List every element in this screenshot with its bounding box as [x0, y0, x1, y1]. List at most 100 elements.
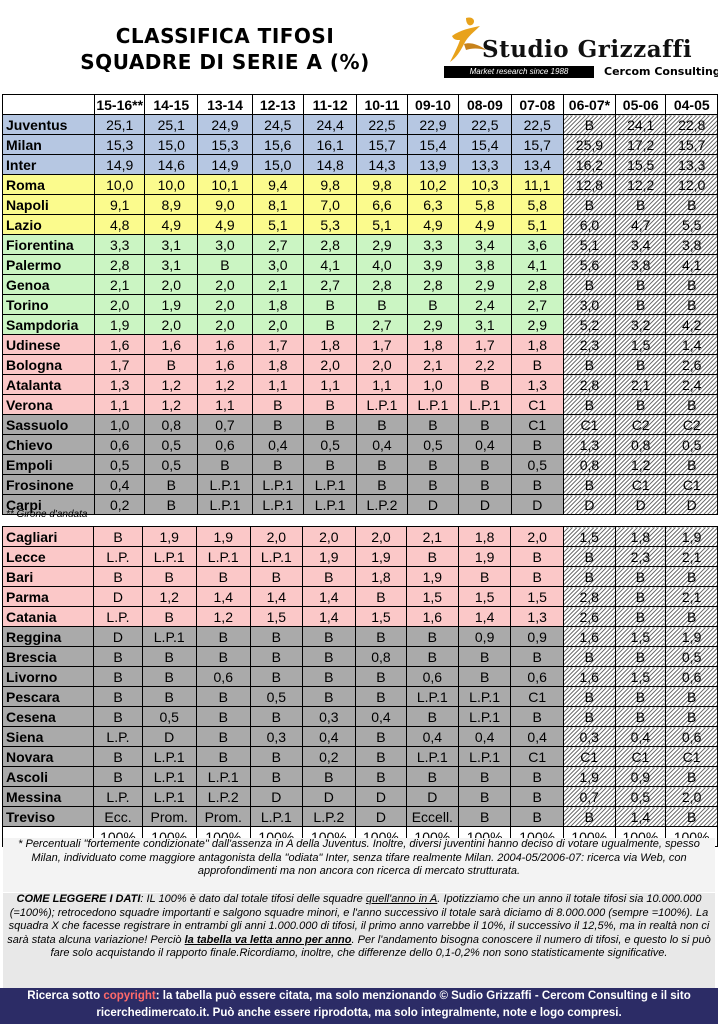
table-cell: 4,2: [665, 314, 718, 335]
table-cell: 17,2: [614, 134, 667, 155]
table-row: Verona 1,1 1,2 1,1 B B L.P.1 L.P.1 L.P.1 C1 B B B: [1, 394, 718, 415]
team-name: Empoli: [1, 454, 96, 475]
season-header: 15-16**: [94, 94, 146, 115]
table-cell: 2,1: [251, 274, 305, 295]
table-cell: B: [510, 566, 564, 587]
table-cell: D: [141, 726, 197, 747]
table-cell: B: [303, 294, 358, 315]
team-name: Pescara: [1, 686, 95, 707]
season-header: 14-15: [144, 94, 199, 115]
table-row: Brescia B B B B B 0,8 B B B B B 0,5: [1, 646, 718, 667]
table-cell: L.P.: [93, 726, 143, 747]
table-cell: 1,5: [614, 666, 667, 687]
table-row: Roma 10,0 10,0 10,1 9,4 9,8 9,8 10,2 10,3 11,1 12,…: [1, 174, 718, 195]
table-cell: B: [406, 474, 460, 495]
table-cell: B: [251, 414, 305, 435]
table-cell: 0,5: [665, 434, 718, 455]
table-cell: 0,4: [457, 726, 512, 747]
table-cell: 5,8: [458, 194, 512, 215]
table-cell: 2,0: [250, 526, 303, 547]
table-cell: 0,5: [614, 786, 667, 807]
table-cell: 2,1: [405, 526, 459, 547]
table-cell: 1,7: [94, 354, 146, 375]
table-cell: C1: [614, 746, 667, 767]
table-cell: B: [510, 706, 564, 727]
table-cell: B: [457, 646, 512, 667]
table-cell: B: [250, 746, 303, 767]
table-cell: 0,2: [94, 494, 146, 515]
table-cell: B: [195, 726, 251, 747]
copyright-post: : la tabella può essere citata, ma solo …: [155, 990, 691, 1002]
table-cell: L.P.1: [141, 746, 197, 767]
table-cell: 5,1: [251, 214, 305, 235]
team-name: Inter: [1, 154, 96, 175]
table-cell: Prom.: [195, 806, 251, 827]
table-cell: 2,7: [251, 234, 305, 255]
table-cell: 1,9: [562, 766, 616, 787]
table-cell: 2,0: [251, 314, 305, 335]
table-cell: 0,6: [94, 434, 146, 455]
table-cell: 1,8: [406, 334, 460, 355]
table-cell: B: [562, 474, 616, 495]
table-cell: L.P.1: [250, 806, 303, 827]
team-name: Udinese: [1, 334, 96, 355]
table-cell: 2,8: [406, 274, 460, 295]
season-header: 13-14: [197, 94, 253, 115]
table-cell: B: [562, 194, 616, 215]
table-cell: 0,5: [510, 454, 564, 475]
table-cell: B: [195, 746, 251, 767]
table-cell: Ecc.: [93, 806, 143, 827]
table-cell: B: [458, 454, 512, 475]
table-cell: 2,0: [303, 354, 358, 375]
table-cell: 1,5: [614, 334, 667, 355]
table-cell: 9,8: [303, 174, 358, 195]
team-name: Ascoli: [1, 766, 95, 787]
table-cell: 2,8: [562, 586, 616, 607]
table-row: Cagliari B 1,9 1,9 2,0 2,0 2,0 2,1 1,8 2,0 1,5 1,8 1…: [1, 526, 718, 547]
table-cell: B: [614, 194, 667, 215]
table-cell: B: [614, 646, 667, 667]
table-cell: B: [141, 606, 197, 627]
table-cell: 3,1: [458, 314, 512, 335]
table-cell: 15,3: [197, 134, 253, 155]
how-to-read-text3: . Per l'andamento bisogna conoscere il n…: [50, 933, 711, 960]
table-row: Inter 14,9 14,6 14,9 15,0 14,8 14,3 13,9 13,3 13,…: [1, 154, 718, 175]
table-cell: 3,8: [458, 254, 512, 275]
table-cell: 9,4: [251, 174, 305, 195]
table-cell: 15,7: [510, 134, 564, 155]
team-name: Verona: [1, 394, 96, 415]
table-cell: 2,1: [406, 354, 460, 375]
table-cell: B: [457, 766, 512, 787]
table-cell: 1,9: [141, 526, 197, 547]
table-cell: B: [356, 414, 408, 435]
season-header: 09-10: [406, 94, 460, 115]
table-cell: B: [356, 474, 408, 495]
table-cell: 3,3: [406, 234, 460, 255]
fan-ranking-table: 15-16** 14-15 13-14 12-13 11-12 10-11 09-10 08-…: [1, 94, 718, 515]
copyright-line1: Ricerca sotto copyright: la tabella può …: [0, 988, 718, 1005]
table-cell: 2,0: [355, 526, 407, 547]
table-cell: 13,3: [665, 154, 718, 175]
table-cell: L.P.: [93, 546, 143, 567]
table-cell: C1: [510, 394, 564, 415]
table-cell: B: [144, 494, 199, 515]
table-cell: 2,7: [510, 294, 564, 315]
table-cell: C2: [665, 414, 718, 435]
table-cell: B: [301, 686, 357, 707]
table-cell: 0,4: [356, 434, 408, 455]
copyright-line2: ricerchedimercato.it. Può anche essere r…: [96, 1007, 622, 1019]
table-row: Torino 2,0 1,9 2,0 1,8 B B B 2,4 2,7 3,0 B B: [1, 294, 718, 315]
table-cell: 4,1: [510, 254, 564, 275]
header: CLASSIFICA TIFOSI SQUADRE DI SERIE A (%)…: [0, 0, 718, 94]
table-cell: 1,2: [144, 394, 199, 415]
table-cell: 2,0: [301, 526, 357, 547]
table-cell: 2,8: [303, 234, 358, 255]
table-cell: B: [195, 706, 251, 727]
table-cell: C1: [562, 746, 616, 767]
table-cell: 0,8: [144, 414, 199, 435]
table-row: Lazio 4,8 4,9 4,9 5,1 5,3 5,1 4,9 4,9 5,1 6,0 4,7 5,…: [1, 214, 718, 235]
table-cell: B: [510, 434, 564, 455]
table-cell: 0,4: [510, 726, 564, 747]
table-cell: 0,6: [195, 666, 251, 687]
table-cell: L.P.1: [405, 746, 459, 767]
